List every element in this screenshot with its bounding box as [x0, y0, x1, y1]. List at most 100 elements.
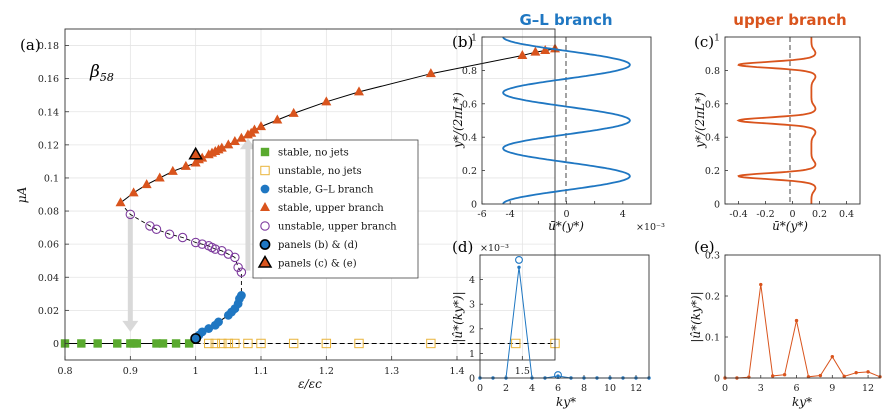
- unstable-upper-line: [120, 202, 242, 296]
- y-tick-label: 0.16: [38, 74, 59, 85]
- spectrum-point: [517, 265, 521, 269]
- unstable-no-jets-point: [243, 338, 253, 349]
- panel-b: (b) G–L branch -6 -4 0 4 0 0.2 0.4 0.6 0.8 1 ū*(y…: [451, 11, 665, 233]
- unstable-upper-point: [164, 229, 175, 239]
- x-tick-label: 9: [829, 383, 835, 394]
- x-tick-label: 0.9: [123, 366, 138, 377]
- spectrum-e: [723, 282, 882, 380]
- y-axis-label-e: |û*(ky*)|: [689, 291, 703, 342]
- y-tick-label: 0.04: [38, 273, 59, 284]
- panel-bd-marker: [190, 333, 202, 344]
- unstable-no-jets-point: [223, 338, 234, 349]
- spectrum-line: [725, 284, 881, 379]
- unstable-no-jets-point: [230, 338, 240, 349]
- title-b: G–L branch: [519, 11, 612, 29]
- x-tick-label: 1.3: [384, 366, 399, 377]
- unstable-upper-point: [177, 232, 188, 243]
- y-tick-label: 0.4: [705, 133, 720, 144]
- unstable-upper-point: [197, 239, 207, 249]
- upper-branch-point: [154, 172, 165, 182]
- panel-ce-marker: [188, 146, 203, 160]
- upper-branch-point: [288, 107, 299, 117]
- spectrum-d: [478, 255, 651, 380]
- x-tick-label: 0: [477, 383, 483, 394]
- y-multiplier-d: ×10⁻³: [480, 243, 509, 254]
- upper-branch-point: [180, 160, 191, 170]
- stable-no-jets-point: [152, 339, 161, 348]
- x-tick-label: 1.2: [319, 366, 334, 377]
- unstable-upper-point: [151, 224, 162, 235]
- x-tick-label: 8: [581, 383, 587, 394]
- upper-branch-point: [128, 187, 139, 197]
- stable-no-jets-point: [132, 339, 142, 348]
- x-tick-label: 12: [630, 383, 642, 394]
- unstable-no-jets-point: [256, 338, 266, 349]
- legend-swatch: [259, 239, 271, 250]
- upper-branch-point: [141, 179, 152, 189]
- legend-swatch: [260, 221, 270, 231]
- ticks-e: 0 3 6 9 12 0 0.1 0.2 0.3: [705, 251, 874, 395]
- legend-box: [252, 139, 419, 279]
- legend-swatch: [260, 184, 270, 194]
- title-c: upper branch: [733, 11, 846, 29]
- x-tick-label: -0.4: [729, 209, 747, 220]
- y-tick-label: 0.4: [462, 133, 477, 144]
- highlighted-mode-circle: [515, 255, 523, 264]
- gl-branch-point: [197, 327, 207, 337]
- unstable-no-jets-point: [511, 338, 521, 349]
- x-tick-label: 12: [862, 383, 874, 394]
- y-tick-label: 0.14: [38, 107, 59, 118]
- unstable-no-jets-point: [288, 338, 299, 349]
- unstable-upper-point: [210, 244, 221, 254]
- upper-branch-point: [249, 124, 260, 134]
- spectrum-point: [794, 318, 799, 323]
- transition-arrows: [122, 138, 256, 332]
- upper-branch-point: [530, 46, 541, 56]
- y-tick-label: 0.2: [705, 292, 720, 303]
- panel-label-a: (a): [20, 36, 41, 54]
- x-tick-label: 0.4: [839, 209, 854, 220]
- upper-branch-point: [425, 68, 436, 78]
- upper-branch-point: [321, 96, 332, 106]
- x-axis-label-b: ū*(y*): [548, 219, 584, 233]
- stable-no-jets-point: [113, 339, 122, 348]
- x-tick-label: 0: [722, 383, 728, 394]
- y-tick-label: 0.8: [462, 66, 477, 77]
- unstable-no-jets-point: [217, 338, 227, 349]
- upper-branch-point: [167, 165, 178, 175]
- y-tick-label: 1: [469, 349, 475, 360]
- spectrum-point: [854, 370, 858, 375]
- x-tick-label: 10: [604, 383, 616, 394]
- upper-branch-point: [223, 139, 234, 149]
- stable-no-jets-point: [158, 339, 168, 348]
- unstable-no-jets-point: [204, 338, 214, 349]
- y-tick-label: 4: [469, 275, 475, 286]
- gl-branch-point: [204, 324, 214, 333]
- axes-frame-d: [479, 254, 650, 379]
- legend-a: stable, no jets unstable, no jets stable, …: [252, 139, 419, 279]
- stable-no-jets-point: [184, 339, 194, 348]
- x-axis-label-e: ky*: [792, 395, 812, 409]
- x-tick-label: 0.2: [812, 209, 827, 220]
- panel-label-d: (d): [452, 238, 473, 256]
- x-tick-label: -4: [506, 209, 515, 220]
- spectrum-point: [830, 354, 835, 359]
- unstable-upper-point: [230, 252, 240, 263]
- y-tick-label: 0.08: [38, 207, 59, 218]
- y-tick-label: 0.1: [44, 173, 59, 184]
- x-tick-label: 0: [563, 209, 569, 220]
- y-tick-label: 0.12: [38, 140, 59, 151]
- y-tick-label: 0: [471, 200, 477, 211]
- upper-branch-point: [216, 142, 227, 152]
- unstable-upper-point: [233, 262, 243, 273]
- x-axis-label-a: ε/εc: [298, 377, 322, 391]
- legend-swatch: [257, 254, 273, 268]
- unstable-upper-point: [125, 209, 136, 220]
- x-tick-label: 2: [503, 383, 509, 394]
- legend-label: panels (b) & (d): [278, 240, 358, 251]
- upper-branch-point: [540, 45, 551, 55]
- upper-branch-point: [236, 132, 247, 142]
- unstable-no-jets-point: [321, 338, 332, 349]
- y-tick-label: 0: [714, 374, 720, 385]
